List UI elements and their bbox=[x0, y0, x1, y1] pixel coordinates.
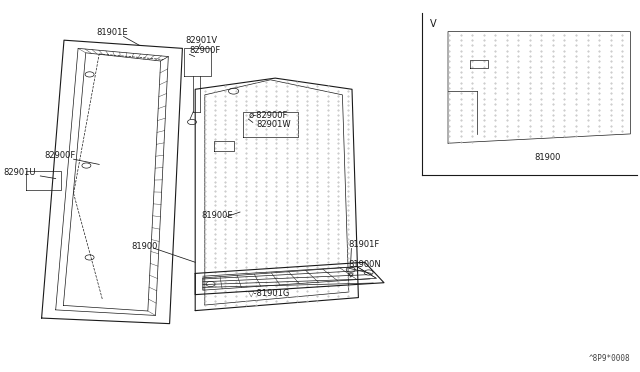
Text: 82901V: 82901V bbox=[186, 36, 218, 45]
Text: 82900F: 82900F bbox=[45, 151, 76, 160]
Text: V: V bbox=[430, 19, 436, 29]
Text: 81901F: 81901F bbox=[349, 240, 380, 249]
Text: 81901E: 81901E bbox=[96, 28, 127, 37]
Text: ^8P9*0008: ^8P9*0008 bbox=[589, 354, 630, 363]
Text: 81900N: 81900N bbox=[349, 260, 381, 269]
Text: ▽-81901G: ▽-81901G bbox=[248, 289, 291, 298]
Text: 82901U: 82901U bbox=[3, 168, 36, 177]
Text: 81900: 81900 bbox=[534, 153, 561, 162]
Text: 81900: 81900 bbox=[131, 242, 157, 251]
Text: 81900E: 81900E bbox=[202, 211, 233, 219]
Text: 82900F: 82900F bbox=[189, 46, 221, 55]
Text: 82901W: 82901W bbox=[256, 120, 291, 129]
Text: ø-82900F: ø-82900F bbox=[248, 111, 288, 120]
